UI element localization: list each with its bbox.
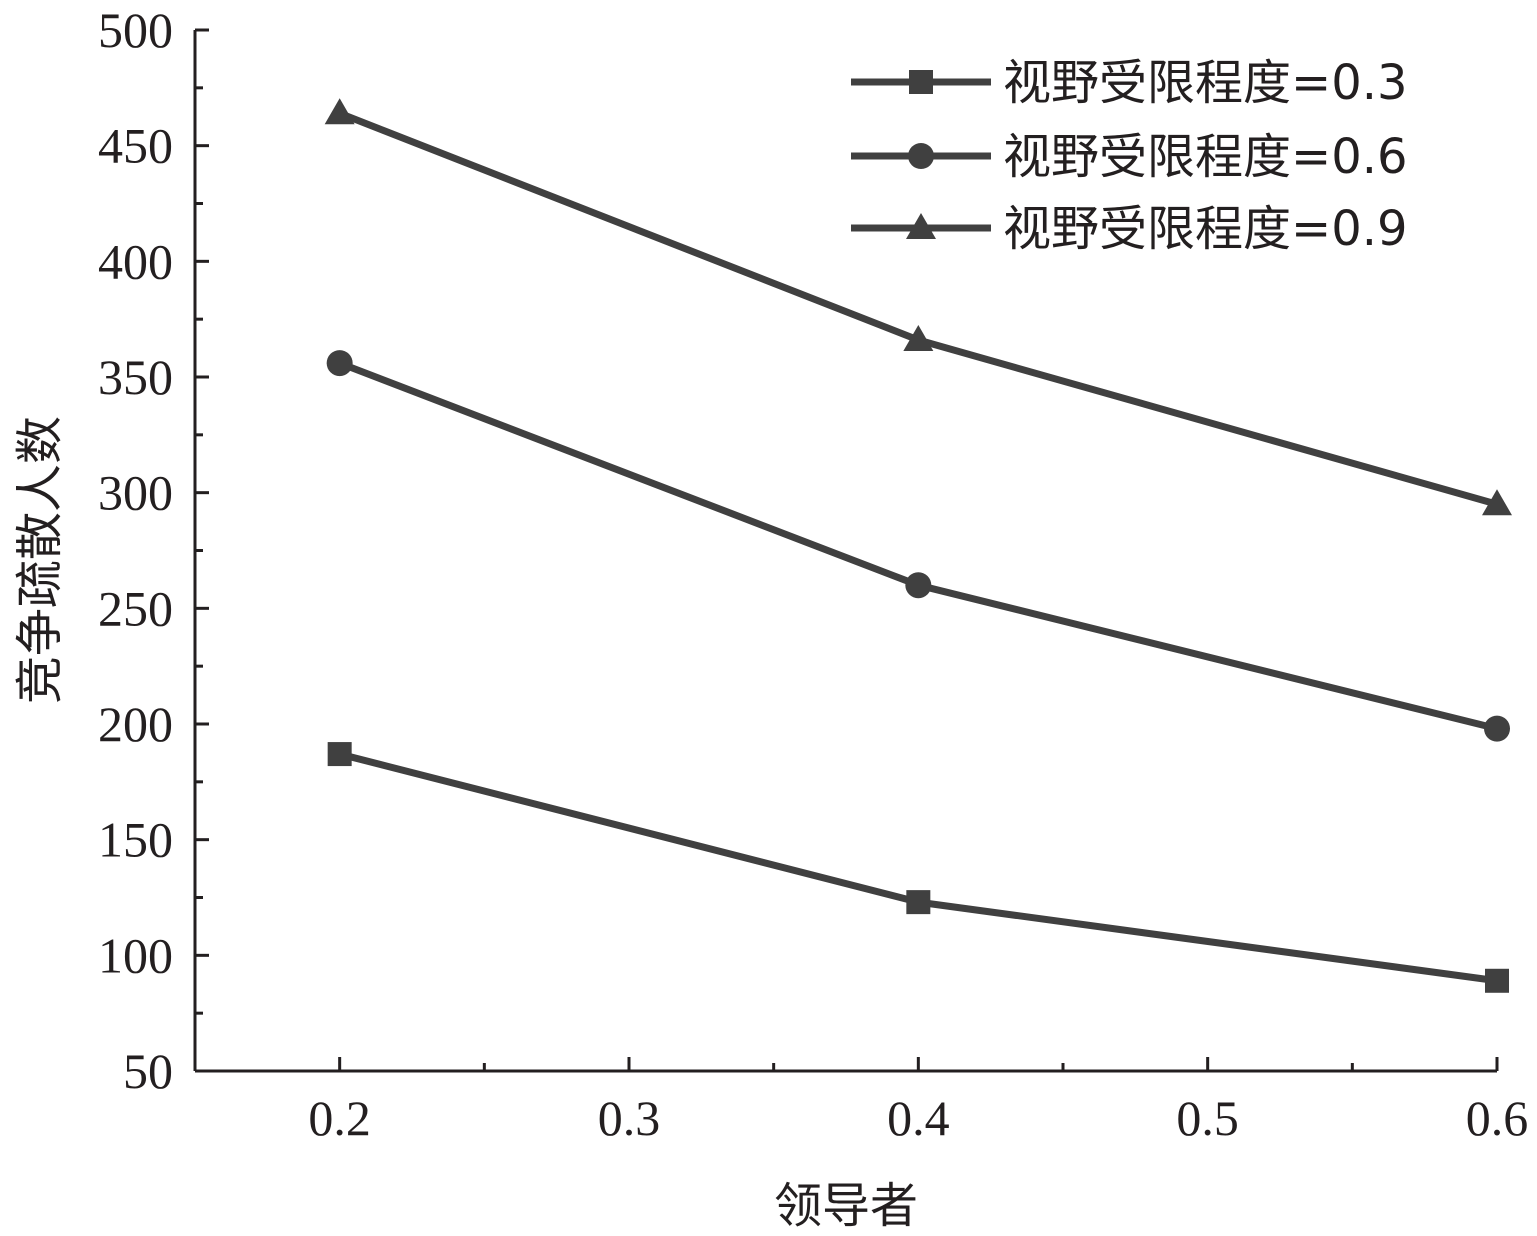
series-line [338,750,1498,985]
x-tick-label: 0.5 [1176,1090,1239,1146]
data-point [1485,968,1509,993]
series-group [324,98,1512,993]
legend-marker [908,143,934,169]
y-tick-label: 450 [98,118,173,174]
data-point [324,98,355,125]
y-tick-label: 200 [98,696,173,752]
legend-marker [909,70,933,94]
legend-marker [906,213,936,239]
y-tick-label: 500 [98,2,173,58]
data-point [903,324,934,351]
x-tick-label: 0.6 [1466,1090,1529,1146]
axes [193,30,1497,1073]
series-triangle [324,98,1512,516]
data-point [1482,489,1512,516]
legend-item: 视野受限程度=0.6 [851,129,1408,185]
x-tick-label: 0.4 [887,1090,950,1146]
series-line [338,359,1498,733]
y-ticks: 50 100 150 200 250 300 350 400 450 500 [98,2,209,1099]
legend-label: 视野受限程度=0.9 [1003,201,1408,257]
data-point [905,572,932,599]
legend-label: 视野受限程度=0.3 [1003,55,1408,111]
y-tick-label: 250 [98,580,173,636]
data-point [327,742,352,767]
legend-label: 视野受限程度=0.6 [1003,129,1408,185]
data-point [906,890,931,915]
y-tick-label: 300 [98,465,173,521]
x-ticks: 0.2 0.3 0.4 0.5 0.6 [308,1057,1528,1146]
legend-item: 视野受限程度=0.3 [851,55,1408,111]
x-tick-label: 0.3 [598,1090,661,1146]
y-tick-label: 50 [123,1043,173,1099]
x-tick-label: 0.2 [308,1090,371,1146]
legend: 视野受限程度=0.3 视野受限程度=0.6 视野受限程度=0.9 [851,55,1408,257]
y-tick-label: 350 [98,349,173,405]
y-tick-label: 100 [98,927,173,983]
data-point [1484,715,1510,742]
series-square [327,742,1509,993]
data-point [326,350,353,377]
y-tick-label: 150 [98,812,173,868]
y-tick-label: 400 [98,233,173,289]
legend-item: 视野受限程度=0.9 [851,201,1408,257]
series-circle [326,350,1510,742]
x-axis-title: 领导者 [774,1178,918,1234]
y-axis-title: 竞争疏散人数 [12,416,68,704]
